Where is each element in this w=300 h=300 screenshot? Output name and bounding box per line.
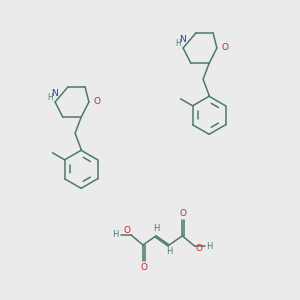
Text: N: N — [179, 35, 185, 44]
Text: O: O — [140, 262, 148, 272]
Text: H: H — [153, 224, 159, 233]
Text: O: O — [195, 244, 202, 253]
Text: H: H — [112, 230, 119, 239]
Text: N: N — [51, 89, 58, 98]
Text: O: O — [180, 209, 187, 218]
Text: H: H — [206, 242, 213, 250]
Text: H: H — [175, 38, 181, 47]
Text: O: O — [221, 44, 228, 52]
Text: O: O — [93, 98, 100, 106]
Text: H: H — [166, 248, 172, 256]
Text: H: H — [47, 92, 53, 101]
Text: O: O — [123, 226, 130, 235]
